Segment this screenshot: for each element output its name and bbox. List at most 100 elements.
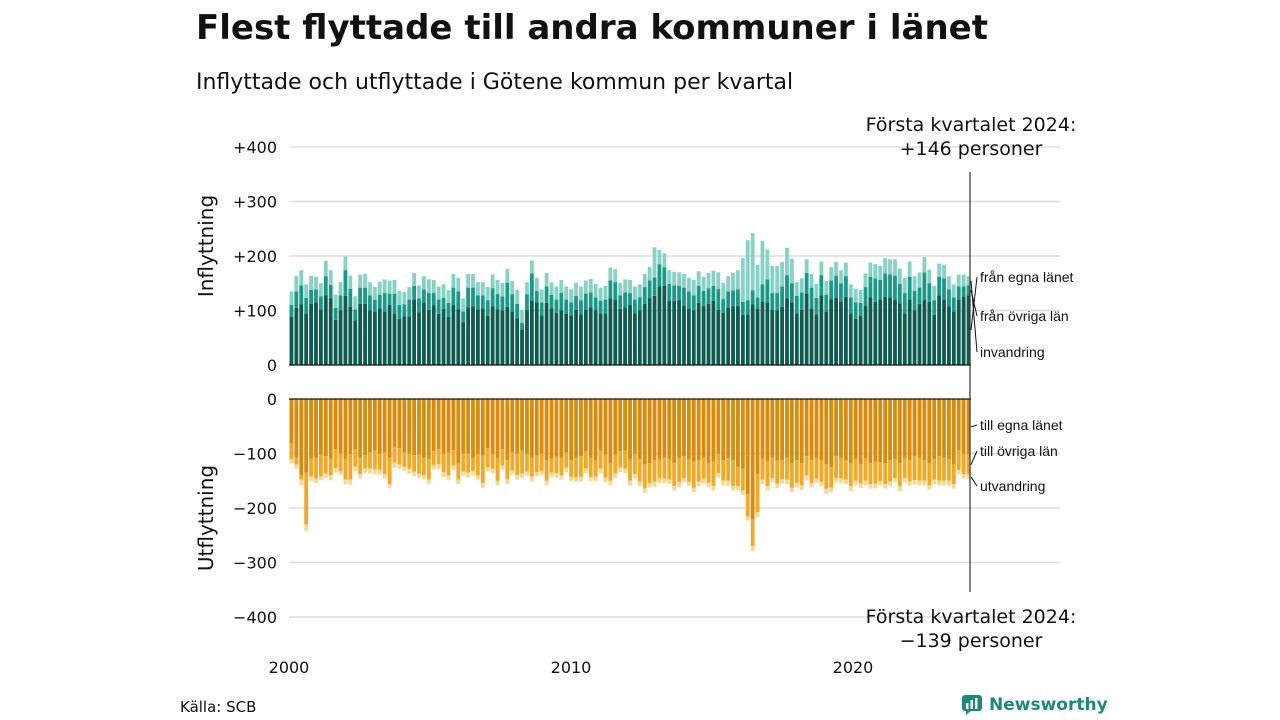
outflow-legend-leader — [970, 476, 978, 487]
inflow-bar-från-övriga-län — [961, 286, 966, 297]
inflow-bar-från-egna-länet — [839, 301, 843, 366]
inflow-bar-invandring — [368, 282, 372, 296]
outflow-bar-till-egna-länet — [672, 399, 677, 464]
outflow-bar-utvandring — [770, 478, 775, 483]
inflow-bar-invandring — [289, 291, 294, 306]
outflow-bar-utvandring — [490, 468, 495, 474]
outflow-bar-till-övriga-län — [485, 448, 490, 468]
inflow-bar-invandring — [632, 286, 637, 300]
inflow-bar-från-övriga-län — [888, 274, 892, 298]
inflow-bar-invandring — [382, 279, 387, 294]
inflow-bar-från-övriga-län — [726, 291, 731, 308]
outflow-bar-till-egna-länet — [961, 399, 966, 454]
outflow-bar-utvandring — [348, 479, 353, 485]
inflow-bar-invandring — [387, 280, 392, 294]
outflow-bar-till-övriga-län — [883, 463, 888, 485]
outflow-bar-utvandring — [951, 484, 956, 489]
inflow-bar-invandring — [343, 256, 348, 271]
outflow-bar-till-övriga-län — [461, 453, 466, 472]
outflow-bar-utvandring — [809, 482, 814, 488]
inflow-bar-från-övriga-län — [353, 309, 358, 321]
inflow-bar-från-egna-länet — [721, 312, 726, 365]
outflow-bar-utvandring — [814, 478, 819, 483]
inflow-bar-invandring — [726, 276, 731, 292]
inflow-bar-från-egna-länet — [343, 295, 348, 365]
inflow-ytick-label: +200 — [233, 247, 277, 266]
inflow-ytick-label: +100 — [233, 302, 277, 321]
outflow-bar-till-övriga-län — [574, 457, 578, 478]
inflow-bar-invandring — [804, 259, 809, 273]
outflow-bar-till-övriga-län — [343, 458, 348, 480]
outflow-bar-utvandring — [544, 480, 549, 486]
inflow-bar-från-egna-länet — [510, 311, 515, 365]
inflow-bar-invandring — [794, 282, 799, 296]
outflow-bar-till-egna-länet — [363, 399, 367, 456]
outflow-bar-utvandring — [480, 482, 485, 488]
inflow-bar-från-övriga-län — [554, 299, 559, 313]
inflow-bar-invandring — [667, 270, 672, 284]
inflow-bar-från-övriga-län — [814, 297, 819, 315]
inflow-bar-från-egna-länet — [520, 329, 524, 365]
inflow-bar-invandring — [912, 276, 917, 291]
outflow-bar-utvandring — [888, 481, 892, 487]
inflow-bar-från-övriga-län — [883, 273, 888, 297]
inflow-bar-invandring — [721, 282, 726, 300]
inflow-bar-från-övriga-län — [613, 282, 618, 300]
outflow-bar-utvandring — [721, 480, 726, 486]
inflow-bar-invandring — [843, 262, 848, 277]
inflow-bar-från-egna-länet — [471, 306, 475, 365]
inflow-bar-från-egna-länet — [328, 298, 333, 365]
inflow-bar-från-egna-länet — [422, 302, 426, 365]
inflow-bar-från-egna-länet — [672, 300, 677, 365]
inflow-bar-från-övriga-län — [956, 286, 961, 300]
inflow-bar-från-övriga-län — [706, 288, 711, 304]
inflow-bar-från-egna-länet — [559, 310, 564, 365]
inflow-bar-invandring — [790, 258, 794, 284]
outflow-bar-utvandring — [318, 476, 323, 481]
inflow-bar-från-övriga-län — [426, 293, 431, 310]
outflow-bar-utvandring — [466, 472, 470, 478]
inflow-bar-invandring — [657, 250, 662, 265]
outflow-bar-utvandring — [863, 480, 868, 486]
inflow-bar-från-övriga-län — [318, 296, 323, 310]
inflow-bar-från-egna-länet — [397, 318, 402, 366]
inflow-bar-från-egna-länet — [942, 299, 946, 365]
outflow-bar-till-egna-länet — [839, 399, 843, 458]
inflow-bar-invandring — [750, 233, 755, 291]
inflow-bar-från-egna-länet — [961, 296, 966, 365]
inflow-bar-invandring — [736, 270, 740, 290]
inflow-bar-från-övriga-län — [549, 294, 554, 309]
outflow-bar-till-egna-länet — [412, 399, 417, 456]
inflow-bar-från-egna-länet — [534, 302, 539, 365]
outflow-bar-till-övriga-län — [333, 449, 338, 469]
outflow-bar-till-egna-länet — [765, 399, 770, 462]
inflow-bar-från-egna-länet — [323, 295, 328, 365]
inflow-bar-från-egna-länet — [382, 311, 387, 365]
outflow-bar-till-egna-länet — [564, 399, 569, 453]
inflow-bar-från-övriga-län — [647, 280, 652, 299]
outflow-bar-till-övriga-län — [500, 449, 505, 466]
inflow-bar-från-egna-länet — [927, 301, 932, 365]
inflow-bar-från-övriga-län — [750, 290, 755, 305]
inflow-bar-invandring — [628, 279, 632, 294]
annotation-inflow-line2: +146 personer — [899, 138, 1043, 160]
outflow-bar-till-egna-länet — [937, 399, 942, 457]
inflow-bar-från-egna-länet — [775, 310, 780, 365]
inflow-bar-från-övriga-län — [677, 285, 681, 301]
inflow-bar-från-övriga-län — [495, 294, 500, 310]
outflow-bar-utvandring — [510, 470, 515, 475]
inflow-bar-invandring — [564, 286, 569, 300]
outflow-bar-till-egna-länet — [387, 399, 392, 458]
inflow-bar-invandring — [328, 270, 333, 285]
outflow-bar-till-egna-länet — [451, 399, 456, 451]
inflow-bar-från-övriga-län — [657, 264, 662, 287]
outflow-bar-till-övriga-län — [843, 460, 848, 480]
inflow-bar-invandring — [947, 276, 951, 290]
outflow-bar-till-egna-länet — [691, 399, 696, 462]
outflow-bar-till-egna-länet — [750, 399, 755, 519]
outflow-bar-till-egna-länet — [819, 399, 824, 461]
outflow-bar-till-egna-länet — [912, 399, 917, 457]
outflow-bar-till-övriga-län — [819, 460, 824, 482]
outflow-bar-till-egna-länet — [520, 399, 524, 451]
inflow-bar-från-egna-länet — [446, 317, 451, 365]
